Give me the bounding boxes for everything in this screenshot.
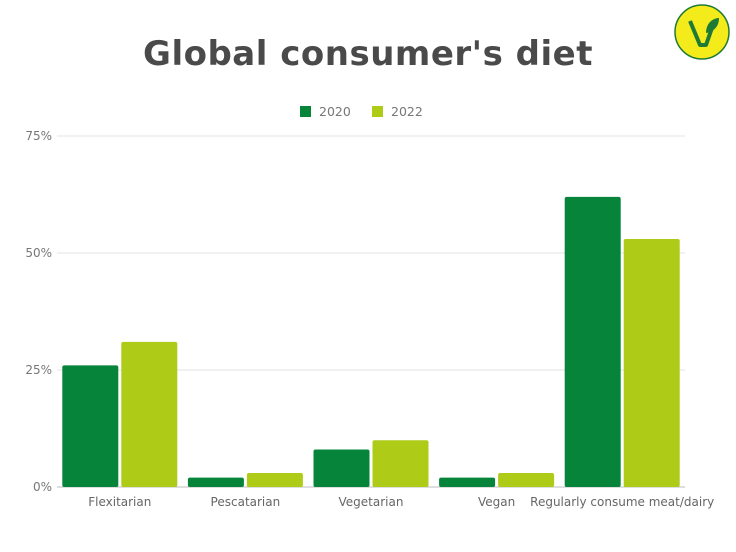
chart-title: Global consumer's diet (143, 34, 593, 74)
x-tick-label: Vegan (478, 495, 515, 509)
bar-2020 (187, 477, 244, 487)
bar-2022 (498, 472, 555, 487)
x-tick-label: Vegetarian (339, 495, 404, 509)
v-label-logo (674, 4, 730, 60)
x-tick-label: Regularly consume meat/dairy (530, 495, 714, 509)
y-tick-label: 50% (25, 246, 52, 260)
bar-2022 (246, 472, 303, 487)
legend-label: 2020 (319, 104, 351, 119)
y-tick-label: 0% (33, 480, 52, 494)
x-tick-label: Pescatarian (211, 495, 281, 509)
bar-2020 (62, 365, 119, 487)
bar-2022 (121, 341, 178, 487)
y-tick-label: 75% (25, 129, 52, 143)
bar-2022 (623, 238, 680, 487)
x-tick-label: Flexitarian (88, 495, 151, 509)
bar-2020 (564, 196, 621, 487)
legend-swatch (372, 106, 383, 117)
bar-2020 (439, 477, 496, 487)
legend-label: 2022 (391, 104, 423, 119)
bar-2022 (372, 440, 429, 487)
legend-swatch (300, 106, 311, 117)
bar-2020 (313, 449, 370, 487)
y-tick-label: 25% (25, 363, 52, 377)
